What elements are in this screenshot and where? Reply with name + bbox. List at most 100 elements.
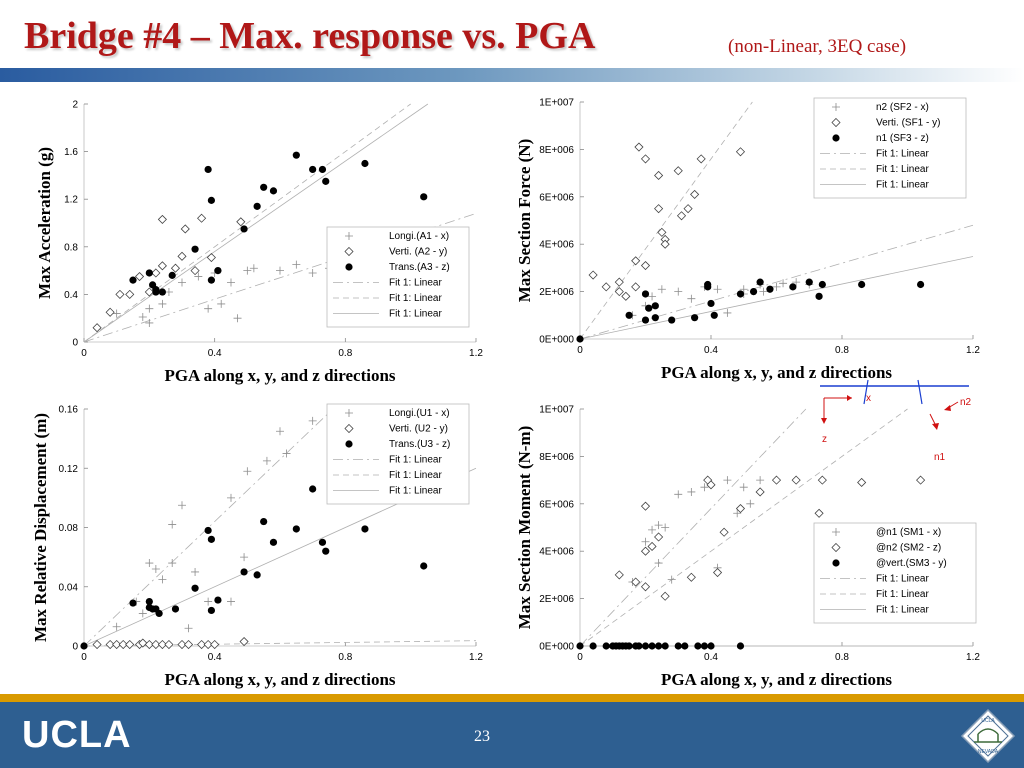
- series-3-point: [641, 316, 650, 324]
- series-3-point: [815, 292, 823, 300]
- legend-point: [832, 528, 840, 536]
- x-tick-label: 0.8: [338, 652, 352, 663]
- series-3-point: [155, 609, 163, 618]
- series-3-point: [710, 311, 718, 319]
- series-1-point: [667, 575, 676, 584]
- series-2-point: [712, 567, 723, 578]
- fit-line: [83, 408, 334, 647]
- series-3-point: [648, 642, 656, 650]
- legend-entry: @n1 (SM1 - x): [876, 527, 941, 538]
- series-3-point: [668, 316, 676, 324]
- x-tick-label: 0: [81, 348, 87, 359]
- series-1-point: [779, 279, 788, 288]
- legend-point: [831, 117, 841, 128]
- annotation-label-n1: n1: [934, 452, 946, 463]
- series-1-point: [217, 299, 226, 308]
- series-2-point: [105, 307, 115, 317]
- series-3-point: [129, 599, 137, 607]
- series-3-point: [207, 276, 215, 284]
- series-2-point: [654, 204, 664, 214]
- series-2-point: [206, 252, 216, 263]
- series-3-point: [318, 538, 327, 546]
- series-3-point: [309, 485, 317, 493]
- series-1-point: [648, 525, 657, 534]
- series-2-point: [719, 527, 729, 537]
- legend-point: [345, 232, 353, 240]
- series-1-point: [204, 304, 213, 313]
- y-tick-label: 1E+007: [539, 98, 574, 109]
- series-2-point: [157, 261, 167, 271]
- series-3-point: [204, 526, 212, 535]
- series-3-point: [789, 283, 797, 291]
- seal-top-text: UCLA: [981, 718, 995, 724]
- series-2-point: [857, 477, 867, 488]
- series-2-point: [177, 251, 187, 261]
- legend-entry: Fit 1: Linear: [876, 589, 929, 600]
- series-3-point: [704, 283, 712, 291]
- series-1-point: [772, 282, 781, 291]
- y-tick-label: 1.6: [64, 147, 78, 158]
- series-3-point: [260, 517, 268, 526]
- legend-point: [344, 246, 354, 257]
- y-tick-label: 0: [72, 642, 78, 653]
- series-3-point: [858, 280, 866, 289]
- series-1-point: [792, 278, 801, 287]
- legend-point: [832, 134, 840, 142]
- series-3-point: [171, 605, 180, 613]
- series-3-point: [420, 193, 428, 201]
- legend-entry: Fit 1: Linear: [389, 455, 442, 466]
- x-arrow-head: [847, 395, 852, 401]
- series-3-point: [645, 304, 653, 312]
- series-3-point: [168, 271, 176, 279]
- chart-legend: Longi.(A1 - x) Verti. (A2 - y) Trans.(A3 -…: [326, 226, 470, 328]
- series-2-point: [791, 475, 801, 485]
- title-underline-gradient: [0, 68, 1024, 82]
- legend-entry: Fit 1: Linear: [389, 470, 442, 481]
- series-1-point: [657, 285, 666, 294]
- legend-entry: Fit 1: Linear: [876, 180, 929, 191]
- x-tick-label: 1.2: [469, 652, 483, 663]
- series-2-point: [657, 227, 667, 237]
- series-3-point: [214, 267, 222, 275]
- series-1-point: [204, 597, 213, 606]
- series-3-point: [318, 165, 327, 174]
- x-tick-label: 0.8: [835, 652, 849, 663]
- legend-entry: Fit 1: Linear: [876, 149, 929, 160]
- series-3-point: [240, 225, 248, 233]
- series-3-point: [309, 165, 317, 174]
- series-2-point: [735, 503, 746, 514]
- x-tick-label: 0.4: [704, 345, 718, 356]
- x-tick-label: 1.2: [966, 652, 980, 663]
- series-1-point: [227, 493, 235, 502]
- y-tick-label: 6E+006: [539, 499, 574, 510]
- series-1-point: [240, 553, 249, 562]
- series-1-point: [713, 285, 722, 294]
- legend-entry: Trans.(U3 - z): [389, 439, 450, 450]
- series-1-point: [138, 313, 147, 322]
- n1-pointer-head: [932, 423, 939, 430]
- series-1-point: [276, 266, 284, 275]
- series-1-point: [194, 272, 203, 281]
- ucla-logo: UCLA: [22, 714, 132, 756]
- y-tick-label: 0: [72, 338, 78, 349]
- x-tick-label: 0.4: [704, 652, 718, 663]
- x-tick-label: 0: [577, 652, 583, 663]
- legend-entry: Trans.(A3 - z): [389, 262, 450, 273]
- series-1-point: [145, 304, 154, 313]
- series-2-point: [177, 639, 187, 650]
- x-tick-label: 0.8: [338, 348, 352, 359]
- n2-pointer-head: [944, 405, 951, 411]
- y-axis-title: Max Acceleration (g): [35, 147, 54, 299]
- fit-line: [579, 101, 753, 340]
- series-2-point: [601, 282, 611, 292]
- legend-entry: @vert.(SM3 - y): [876, 558, 947, 569]
- series-3-point: [214, 596, 222, 604]
- series-2-point: [588, 270, 598, 280]
- series-3-point: [420, 562, 428, 570]
- series-3-point: [700, 642, 709, 650]
- series-2-point: [660, 591, 670, 601]
- series-3-point: [681, 642, 689, 650]
- legend-entry: n1 (SF3 - z): [876, 133, 929, 144]
- x-tick-label: 1.2: [966, 345, 980, 356]
- series-2-point: [183, 639, 194, 650]
